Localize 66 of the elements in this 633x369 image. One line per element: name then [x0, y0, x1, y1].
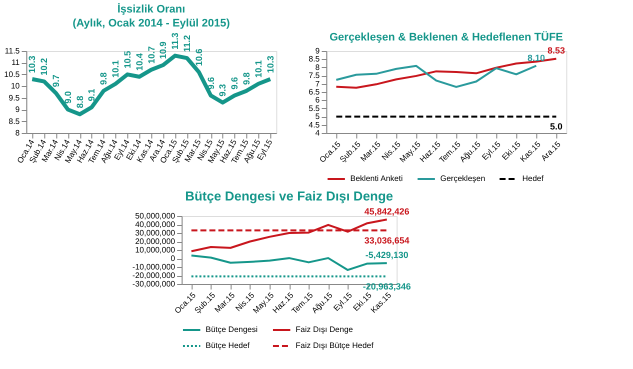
data-label: 10.3	[27, 56, 38, 74]
y-tick-label: 8.5	[8, 116, 20, 126]
legend-label: Beklenti Anketi	[350, 174, 403, 183]
data-label: 10.6	[194, 48, 204, 66]
data-label: 10.1	[110, 60, 121, 78]
data-label: 33,036,654	[364, 235, 410, 246]
y-tick-label: 40,000,000	[135, 220, 176, 229]
data-label: 10.2	[39, 58, 50, 76]
data-label: 11.2	[182, 34, 192, 52]
data-label: 10.3	[265, 56, 276, 74]
data-label: -5,429,130	[365, 250, 408, 260]
y-tick-label: 6.5	[308, 88, 320, 96]
data-label: 45,842,426	[364, 206, 410, 217]
data-label: 9.0	[62, 91, 73, 104]
data-label: 9.1	[86, 88, 97, 102]
data-label: 9.8	[241, 72, 252, 85]
y-tick-label: 7.5	[308, 71, 320, 80]
y-tick-label: 4.5	[308, 120, 320, 130]
data-label: 10.7	[146, 46, 156, 64]
data-label: 10.4	[134, 53, 144, 71]
y-tick-label: 7	[315, 79, 320, 88]
y-tick-label: 30,000,000	[135, 228, 176, 238]
y-tick-label: 9.5	[8, 93, 20, 102]
data-label: 9.7	[51, 74, 62, 88]
y-tick-label: 8	[315, 62, 320, 72]
legend-label: Faiz Dışı Denge	[296, 325, 354, 334]
y-tick-label: 0	[170, 254, 176, 263]
y-tick-label: 8.5	[308, 54, 320, 64]
y-tick-label: 10	[10, 82, 20, 91]
y-tick-label: 50,000,000	[135, 212, 176, 220]
data-label: 10.1	[253, 60, 264, 78]
y-tick-label: -20,000,000	[132, 271, 176, 280]
legend-label: Gerçekleşen	[440, 174, 486, 183]
data-label: 10.9	[158, 42, 168, 60]
legend-label: Bütçe Hedef	[206, 341, 250, 350]
y-tick-label: 10.5	[4, 70, 20, 79]
y-tick-label: 11	[11, 58, 20, 68]
y-tick-label: 20,000,000	[135, 237, 176, 246]
chart-title: İşsizlik Oranı	[117, 2, 186, 16]
data-label: 9.3	[218, 84, 228, 97]
y-tick-label: 5.5	[308, 104, 320, 113]
data-label: 9.8	[98, 72, 109, 85]
y-tick-label: 10,000,000	[135, 246, 176, 254]
data-label: 8.10	[527, 52, 546, 63]
data-label: 8.8	[74, 96, 85, 108]
legend-label: Bütçe Dengesi	[206, 325, 258, 334]
chart-title: Gerçekleşen & Beklenen & Hedeflenen TÜFE	[329, 30, 564, 44]
y-tick-label: -10,000,000	[132, 262, 176, 272]
data-label: -20,963,346	[362, 281, 411, 292]
legend-label: Faiz Dışı Bütçe Hedef	[296, 341, 374, 350]
chart-title: Bütçe Dengesi ve Faiz Dışı Denge	[185, 188, 394, 204]
y-tick-label: 5	[315, 112, 320, 122]
y-tick-label: 6	[315, 96, 320, 105]
y-tick-label: 4	[315, 128, 320, 138]
data-label: 9.6	[230, 77, 240, 90]
legend-label: Hedef	[522, 174, 544, 183]
data-label: 5.0	[550, 122, 563, 132]
y-tick-label: 9	[315, 46, 320, 56]
y-tick-label: 11.5	[4, 46, 20, 56]
y-tick-label: 8	[15, 128, 20, 138]
line-series	[335, 64, 538, 88]
data-label: 11.3	[170, 32, 180, 50]
data-label: 8.53	[547, 46, 566, 56]
chart-subtitle: (Aylık, Ocak 2014 - Eylül 2015)	[72, 18, 230, 30]
y-tick-label: -30,000,000	[132, 280, 176, 288]
y-tick-label: 9	[15, 105, 20, 114]
